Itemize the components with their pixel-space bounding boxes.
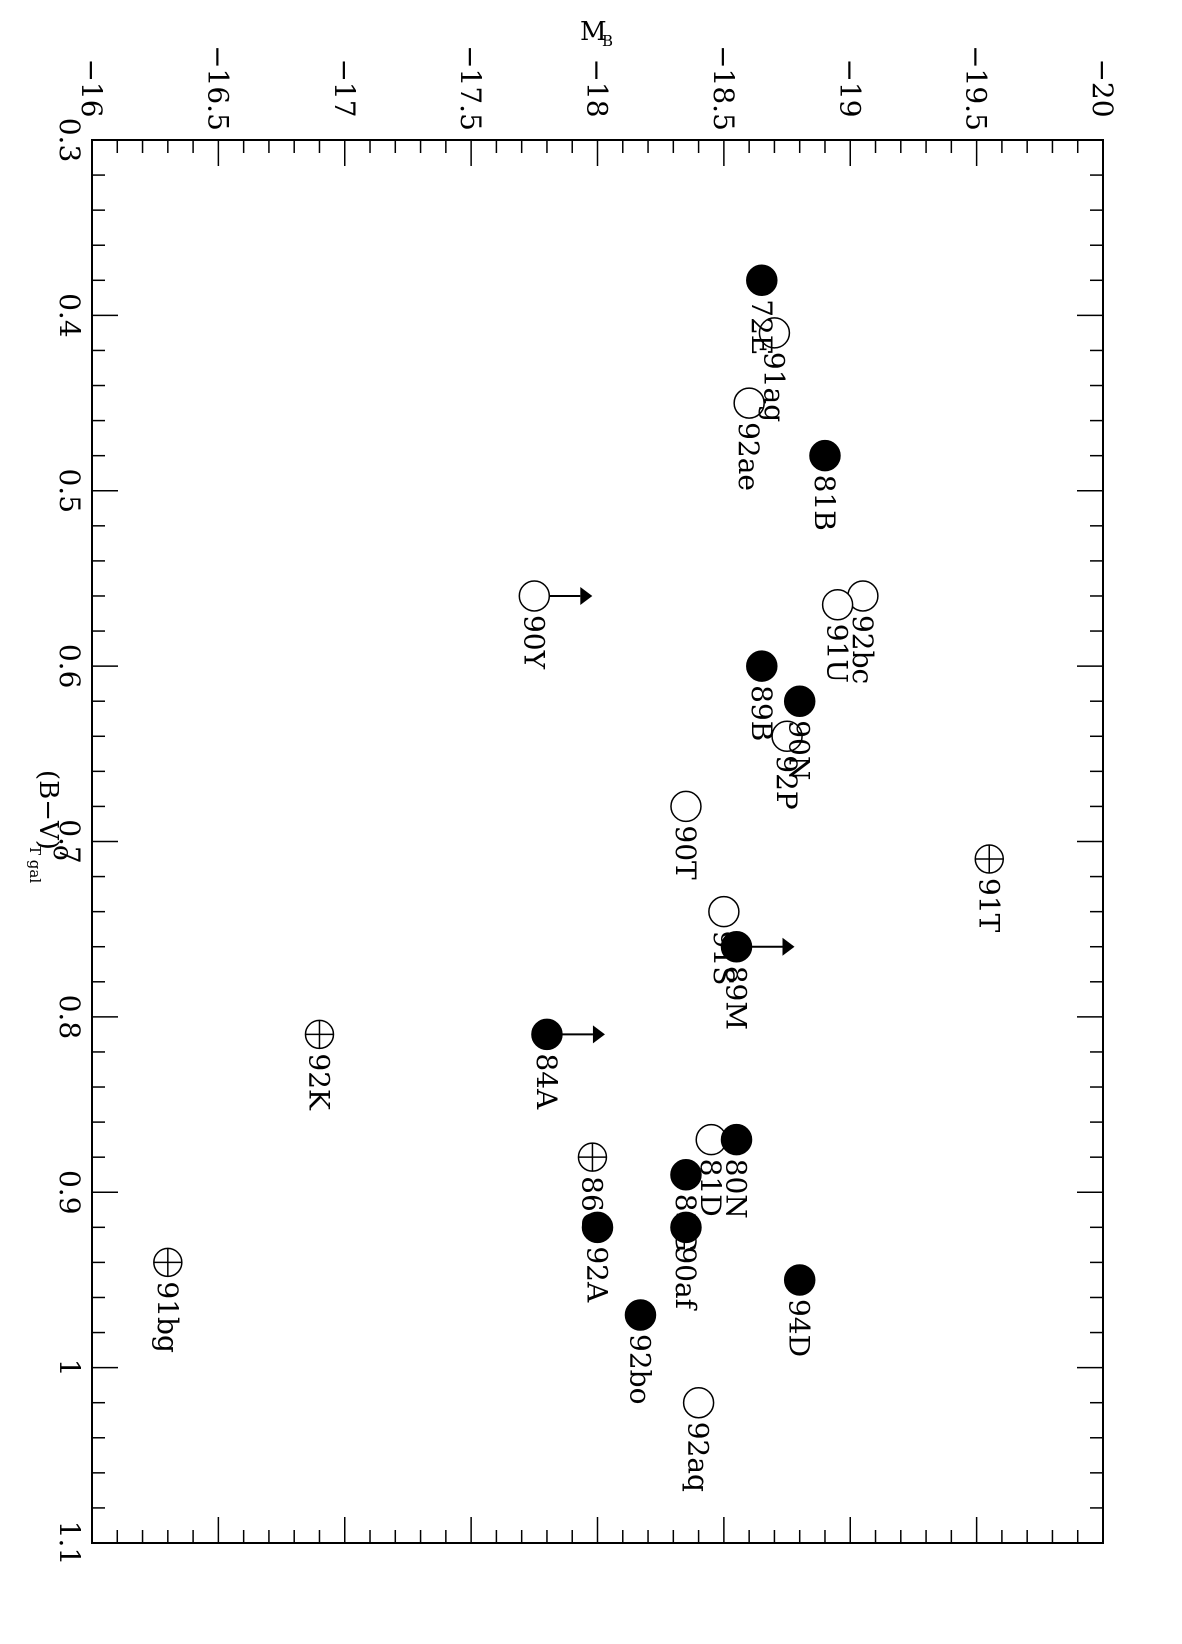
y-tick-label: −17 [328,58,361,117]
x-tick-label: 0.4 [53,293,86,338]
point-label: 83G [669,1194,702,1252]
y-tick-label: −16 [75,58,108,117]
y-tick-label: −17.5 [454,45,487,131]
point-label: 89B [745,685,778,741]
filled-circle-marker [625,1300,655,1330]
point-label: 92P [770,755,803,809]
limit-arrow-head [593,1025,605,1043]
y-axis-title-sub: B [602,32,613,50]
filled-circle-marker [810,441,840,471]
open-circle-marker [671,791,701,821]
open-circle-marker [709,897,739,927]
point-label: 90af [669,1246,702,1311]
limit-arrow-head [580,587,592,605]
ticks [92,140,1103,1543]
point-label: 86G [575,1176,608,1234]
x-tick-label: 0.6 [53,644,86,689]
point-label: 91ag [757,352,790,422]
point-label: 92K [302,1053,335,1111]
point-label: 89M [720,966,753,1030]
y-tick-label: −20 [1086,58,1119,117]
filled-circle-marker [785,686,815,716]
point-label: 91U [821,624,854,683]
limit-arrow-head [783,938,795,956]
x-tick-label: 0.5 [53,468,86,513]
filled-circle-marker [785,1265,815,1295]
point-label: 81B [808,475,841,531]
point-label: 90Y [517,615,550,670]
y-tick-label: −19.5 [960,45,993,131]
point-label: 94D [783,1299,816,1357]
x-axis-title-sup: o [47,845,77,861]
filled-circle-marker [532,1019,562,1049]
point-label: 91T [972,878,1005,933]
point-labels: 72E91ag92ae81B92bc91U90Y89B90N92P90T91S9… [151,299,1005,1492]
y-tick-label: −18 [581,58,614,117]
plot-border [92,140,1103,1543]
filled-circle-marker [722,1125,752,1155]
data-points [154,265,1003,1417]
plot-frame [92,140,1103,1543]
y-tick-label: −18.5 [707,45,740,131]
x-tick-label: 1.1 [53,1521,86,1566]
point-label: 84A [530,1053,563,1110]
x-tick-label: 0.8 [53,995,86,1040]
point-label: 80N [720,1159,753,1219]
x-tick-label: 0.9 [53,1170,86,1215]
x-axis-title-sub: T gal [26,845,44,883]
point-label: 72E [745,299,778,355]
open-circle-marker [519,581,549,611]
y-tick-label: −19 [833,58,866,117]
point-label: 92aq [682,1422,715,1492]
x-axis-title-main: (B−V) [33,770,63,850]
point-label: 90T [669,825,702,880]
x-tick-label: 0.3 [53,118,86,163]
open-circle-marker [684,1388,714,1418]
point-label: 92bo [623,1334,656,1404]
point-label: 91bg [151,1281,184,1353]
point-label: 92ae [732,422,765,491]
x-tick-label: 1 [53,1359,86,1377]
y-axis-title: M B [580,17,613,50]
filled-circle-marker [747,265,777,295]
point-label: 92A [581,1246,614,1303]
filled-circle-marker [747,651,777,681]
tick-labels: 0.30.40.50.60.70.80.911.1−16 −16.5 −17 −17.… [53,45,1119,1565]
y-tick-label: −16.5 [201,45,234,131]
